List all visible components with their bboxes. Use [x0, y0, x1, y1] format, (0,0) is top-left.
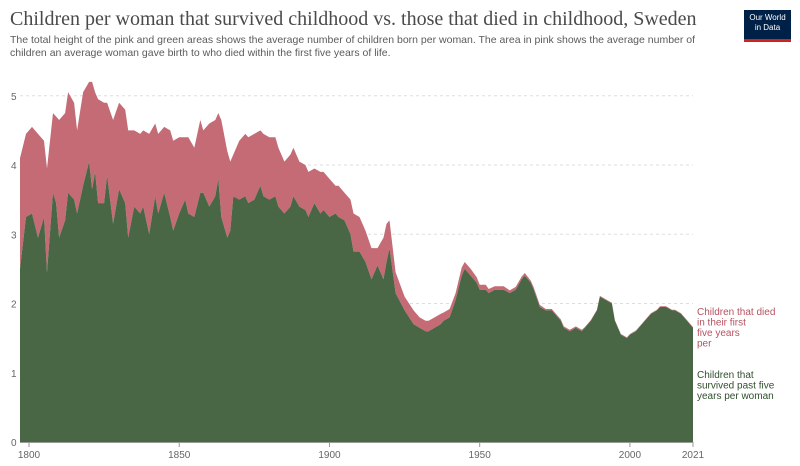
- label-died-in-childhood: Children that died in their first five yea…: [697, 307, 775, 350]
- series-labels: Children that died in their first five yea…: [697, 307, 775, 402]
- label-survived-childhood: Children that survived past five years per…: [697, 370, 775, 402]
- logo-line-1: Our World: [749, 13, 786, 22]
- chart-title: Children per woman that survived childho…: [10, 8, 697, 30]
- area-series: [20, 81, 693, 442]
- y-tick-label: 4: [11, 161, 17, 172]
- x-tick-label: 1900: [318, 450, 341, 461]
- y-tick-label: 5: [11, 92, 17, 103]
- x-tick-label: 1800: [18, 450, 41, 461]
- y-tick-label: 0: [11, 438, 17, 449]
- owid-logo[interactable]: Our World in Data: [744, 10, 791, 42]
- logo-line-2: in Data: [754, 22, 781, 32]
- x-tick-label: 1850: [168, 450, 191, 461]
- area-survived-childhood: [20, 161, 693, 442]
- y-tick-label: 2: [11, 300, 17, 311]
- x-tick-label: 1950: [469, 450, 492, 461]
- chart-subtitle: The total height of the pink and green a…: [10, 34, 696, 59]
- x-tick-label: 2021: [682, 450, 705, 461]
- area-died-in-childhood: [20, 81, 693, 339]
- y-tick-label: 1: [11, 369, 17, 380]
- x-tick-label: 2000: [619, 450, 642, 461]
- y-tick-label: 3: [11, 230, 17, 241]
- axes: 0 1 2 3 4 5 1800 1850 1900 1950 2000 2021: [11, 92, 705, 461]
